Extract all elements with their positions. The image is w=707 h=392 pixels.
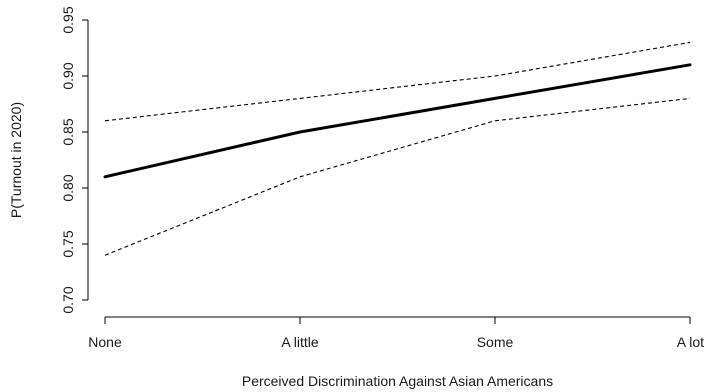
x-tick-label: Some — [477, 334, 514, 350]
x-tick-label: None — [88, 334, 122, 350]
y-tick-label: 0.95 — [60, 6, 76, 33]
x-tick-label: A lot — [677, 334, 704, 350]
y-tick-label: 0.80 — [60, 174, 76, 201]
y-tick-label: 0.90 — [60, 62, 76, 89]
x-axis: None A little Some A lot — [88, 316, 704, 350]
y-tick-label: 0.85 — [60, 118, 76, 145]
y-tick-label: 0.75 — [60, 230, 76, 257]
y-axis: 0.70 0.75 0.80 0.85 0.90 0.95 — [60, 6, 89, 314]
x-tick-label: A little — [281, 334, 319, 350]
estimate-line — [103, 63, 692, 179]
y-tick-label: 0.70 — [60, 286, 76, 313]
upper-ci-line — [104, 41, 691, 122]
lower-ci-line — [104, 97, 691, 256]
x-axis-label: Perceived Discrimination Against Asian A… — [242, 373, 553, 389]
series-layer — [103, 41, 692, 256]
y-axis-label: P(Turnout in 2020) — [8, 102, 24, 218]
